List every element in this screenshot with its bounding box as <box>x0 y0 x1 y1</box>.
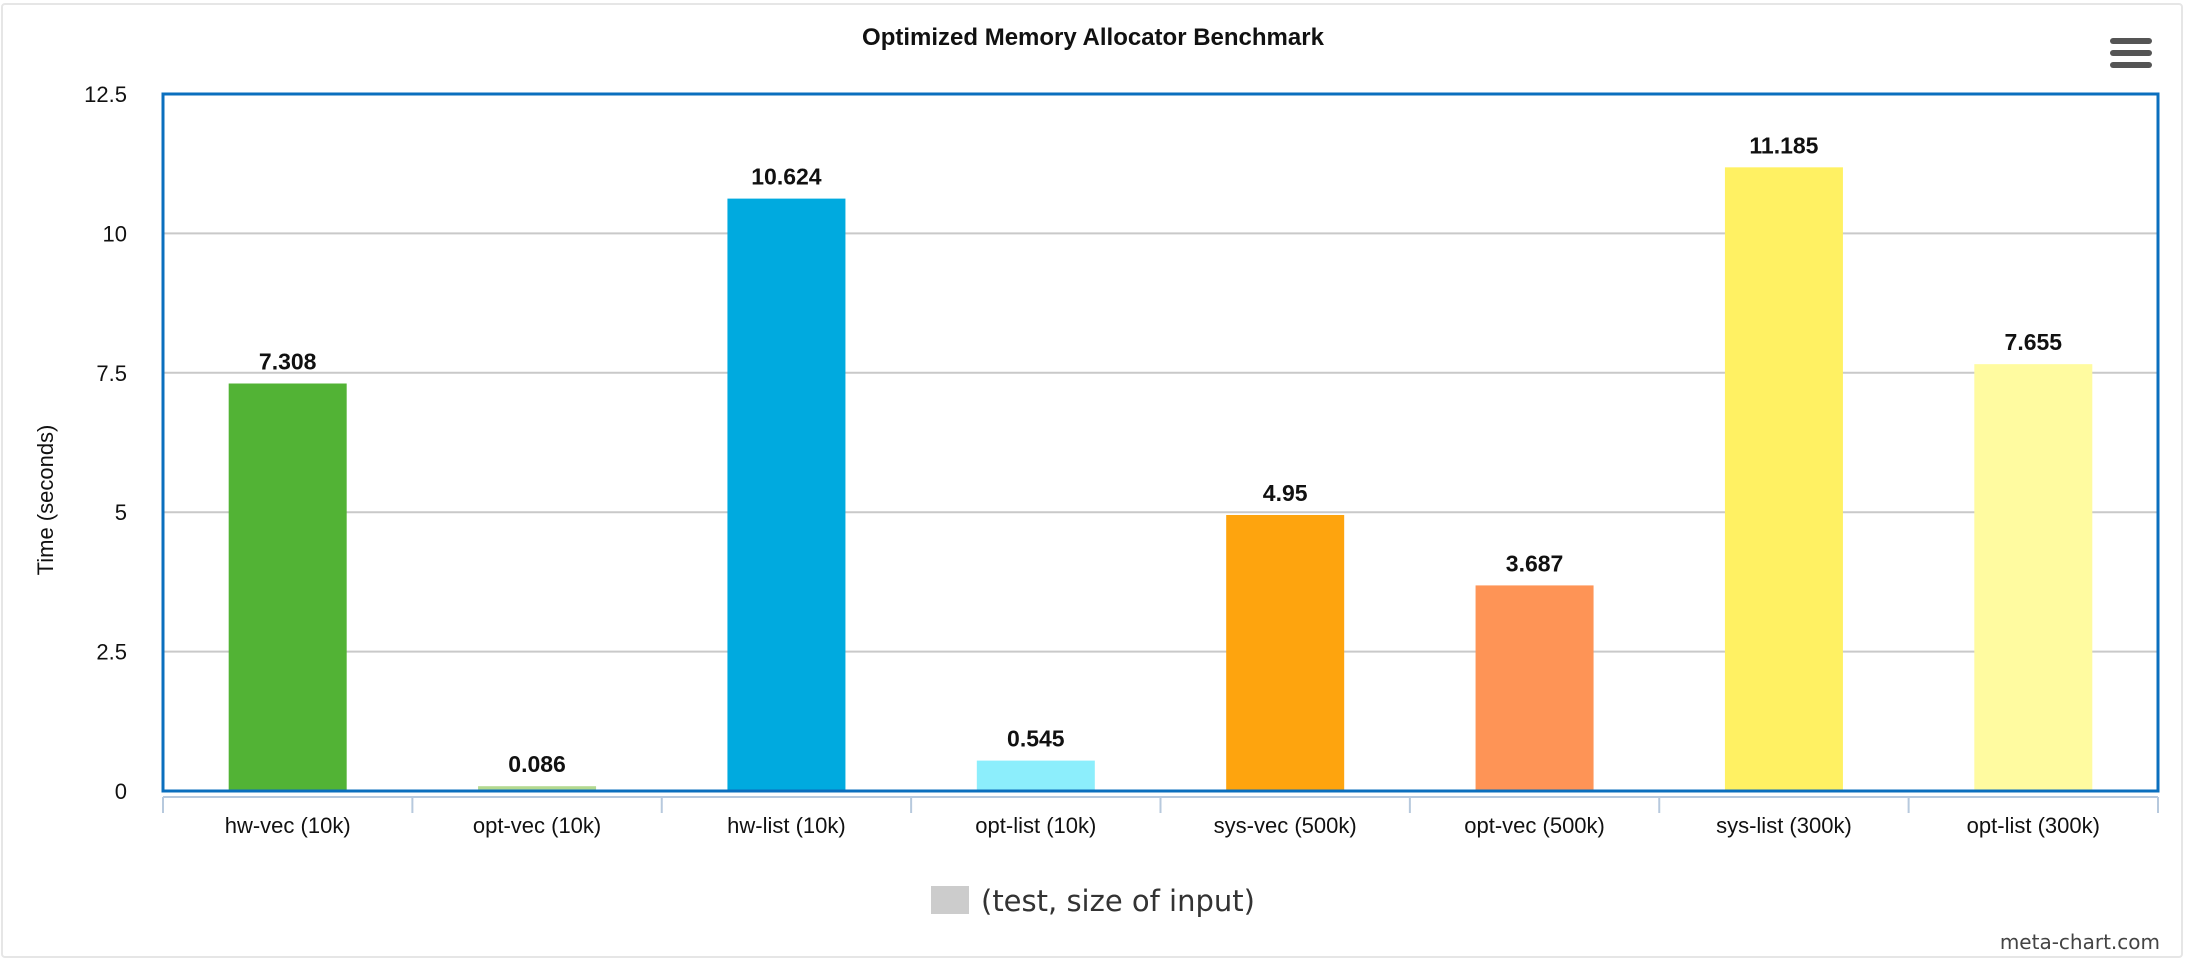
hamburger-menu-icon[interactable] <box>2110 38 2152 74</box>
data-label: 0.086 <box>508 751 566 777</box>
x-tick-label: hw-list (10k) <box>727 813 846 838</box>
y-tick-label: 10 <box>103 221 127 246</box>
bar[interactable] <box>1226 514 1345 791</box>
axes: 0 2.5 5 7.5 10 12.5 hw-vec (10k) opt-vec (10k) h… <box>84 82 2160 838</box>
data-labels: 7.308 0.086 10.624 0.545 4.95 3.687 11.185 7.65… <box>259 132 2062 777</box>
x-tick-label: opt-vec (500k) <box>1464 813 1605 838</box>
chart-frame <box>1 3 2183 958</box>
legend[interactable]: (test, size of input) <box>0 884 2186 918</box>
bar[interactable] <box>478 786 597 791</box>
y-tick-label: 2.5 <box>96 640 127 665</box>
y-tick-label: 5 <box>115 500 127 525</box>
chart-title: Optimized Memory Allocator Benchmark <box>862 24 1324 51</box>
y-tick-label: 12.5 <box>84 82 127 107</box>
x-tick-label: sys-list (300k) <box>1716 813 1852 838</box>
data-label: 3.687 <box>1506 550 1564 576</box>
data-label: 10.624 <box>751 164 822 190</box>
legend-swatch <box>931 886 969 914</box>
gridlines <box>163 93 2158 792</box>
watermark: meta-chart.com <box>1999 930 2160 954</box>
bar[interactable] <box>976 760 1095 791</box>
bar[interactable] <box>1974 364 2093 791</box>
data-label: 0.545 <box>1007 726 1065 752</box>
data-label: 4.95 <box>1263 480 1308 506</box>
data-label: 7.308 <box>259 349 317 375</box>
plot-border <box>161 92 2160 793</box>
y-tick-label: 7.5 <box>96 361 127 386</box>
x-tick-label: hw-vec (10k) <box>225 813 351 838</box>
data-label: 11.185 <box>1749 132 1818 158</box>
bar[interactable] <box>228 383 347 791</box>
x-tick-label: opt-list (300k) <box>1967 813 2100 838</box>
bars <box>228 167 2093 791</box>
x-tick-label: opt-vec (10k) <box>473 813 601 838</box>
bar[interactable] <box>1475 585 1594 791</box>
bar[interactable] <box>727 198 846 791</box>
x-tick-label: sys-vec (500k) <box>1214 813 1357 838</box>
x-tick-label: opt-list (10k) <box>975 813 1096 838</box>
bar[interactable] <box>1724 167 1843 791</box>
data-label: 7.655 <box>2005 329 2063 355</box>
legend-label: (test, size of input) <box>981 884 1255 918</box>
y-tick-label: 0 <box>115 779 127 804</box>
y-axis-title: Time (seconds) <box>33 425 58 576</box>
